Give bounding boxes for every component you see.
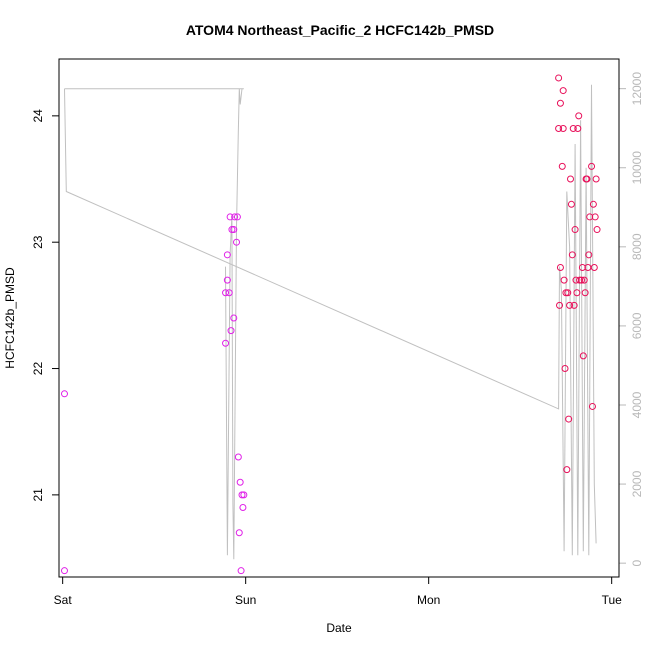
data-point	[592, 175, 600, 183]
data-point	[556, 99, 564, 107]
data-point	[231, 213, 239, 221]
data-point	[555, 124, 563, 132]
data-point	[222, 289, 230, 297]
data-point	[556, 263, 564, 271]
data-point	[560, 276, 568, 284]
data-point	[240, 491, 248, 499]
data-point	[589, 200, 597, 208]
data-point	[586, 213, 594, 221]
data-point	[226, 213, 234, 221]
data-point	[559, 87, 567, 95]
plot-frame	[58, 58, 620, 578]
data-point	[223, 251, 231, 259]
y2-tick-label: 4000	[630, 391, 644, 418]
y2-tick-label: 8000	[630, 233, 644, 260]
data-point	[563, 466, 571, 474]
data-point	[230, 226, 238, 234]
data-point	[579, 352, 587, 360]
data-point	[575, 112, 583, 120]
data-point	[234, 453, 242, 461]
data-point	[585, 251, 593, 259]
data-point	[571, 226, 579, 234]
y-tick-label: 21	[31, 488, 45, 502]
y-axis-label: HCFC142b_PMSD	[3, 267, 17, 369]
data-point	[591, 213, 599, 221]
data-point	[583, 175, 591, 183]
data-point	[574, 124, 582, 132]
data-point	[239, 504, 247, 512]
data-point	[225, 289, 233, 297]
x-axis-label: Date	[326, 621, 352, 635]
chart-title: ATOM4 Northeast_Pacific_2 HCFC142b_PMSD	[186, 22, 494, 38]
data-point	[555, 74, 563, 82]
data-point	[233, 213, 241, 221]
data-point	[230, 314, 238, 322]
data-point	[236, 478, 244, 486]
data-point	[222, 339, 230, 347]
y2-tick-label: 2000	[630, 470, 644, 497]
y-tick-label: 23	[31, 235, 45, 249]
data-point	[237, 567, 245, 575]
x-tick-label: Sun	[235, 593, 256, 607]
data-point	[562, 289, 570, 297]
data-point	[559, 124, 567, 132]
data-point	[578, 263, 586, 271]
y2-tick-label: 10000	[630, 151, 644, 185]
data-point	[238, 491, 246, 499]
data-point	[581, 289, 589, 297]
x-tick-label: Mon	[417, 593, 440, 607]
data-point	[568, 251, 576, 259]
data-point	[588, 162, 596, 170]
series-line	[64, 84, 597, 556]
data-point	[569, 124, 577, 132]
y2-tick-label: 6000	[630, 312, 644, 339]
y2-tick-label: 12000	[630, 72, 644, 106]
data-point	[567, 200, 575, 208]
x-tick-label: Sat	[54, 593, 73, 607]
data-point	[558, 162, 566, 170]
data-point	[593, 226, 601, 234]
data-point	[228, 226, 236, 234]
data-point	[573, 289, 581, 297]
data-point	[565, 415, 573, 423]
data-point	[572, 276, 580, 284]
data-point	[235, 529, 243, 537]
y2-tick-label: 0	[630, 560, 644, 567]
data-point	[561, 365, 569, 373]
data-point	[227, 327, 235, 335]
y-tick-label: 22	[31, 362, 45, 376]
data-point	[576, 276, 584, 284]
data-point	[566, 301, 574, 309]
data-point	[60, 567, 68, 575]
data-point	[60, 390, 68, 398]
data-point	[590, 263, 598, 271]
data-point	[570, 301, 578, 309]
data-point	[556, 301, 564, 309]
series-line	[64, 88, 244, 560]
x-tick-label: Tue	[602, 593, 623, 607]
data-point	[588, 402, 596, 410]
data-point	[223, 276, 231, 284]
data-point	[580, 276, 588, 284]
data-point	[564, 289, 572, 297]
data-point	[233, 238, 241, 246]
data-point	[577, 276, 585, 284]
y-tick-label: 24	[31, 109, 45, 123]
data-point	[567, 175, 575, 183]
